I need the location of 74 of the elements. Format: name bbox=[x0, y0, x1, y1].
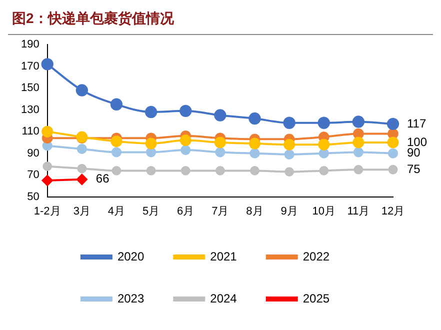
point bbox=[387, 136, 399, 148]
y-tick-label: 130 bbox=[20, 104, 40, 116]
point bbox=[214, 136, 226, 148]
y-tick-label: 50 bbox=[27, 190, 40, 203]
data-label: 117 bbox=[407, 116, 426, 130]
point bbox=[283, 116, 296, 129]
point bbox=[111, 147, 122, 158]
x-tick-label: 4月 bbox=[108, 205, 126, 218]
point bbox=[145, 138, 157, 150]
x-tick-label: 8月 bbox=[246, 205, 264, 218]
point bbox=[180, 134, 192, 146]
point bbox=[214, 109, 226, 122]
y-tick-label: 90 bbox=[27, 147, 40, 160]
point bbox=[248, 138, 260, 150]
point bbox=[110, 136, 122, 148]
point bbox=[353, 147, 364, 158]
point bbox=[110, 98, 123, 110]
point bbox=[250, 148, 260, 158]
x-tick-label: 10月 bbox=[312, 205, 336, 218]
point bbox=[386, 118, 400, 130]
legend-label: 2020 bbox=[117, 249, 144, 264]
point bbox=[77, 164, 87, 174]
point bbox=[76, 84, 88, 96]
point bbox=[146, 147, 156, 158]
x-tick-label: 12月 bbox=[381, 205, 405, 218]
legend-label: 2022 bbox=[302, 249, 330, 264]
x-tick-label: 7月 bbox=[212, 205, 229, 218]
x-tick-label: 6月 bbox=[177, 205, 194, 218]
point bbox=[318, 148, 329, 158]
chart-title: 图2：快递单包裹货值情况 bbox=[8, 8, 433, 35]
point bbox=[76, 144, 87, 154]
y-tick-label: 150 bbox=[20, 82, 40, 94]
point bbox=[250, 166, 260, 176]
point bbox=[180, 166, 190, 176]
legend-label: 2025 bbox=[302, 291, 330, 306]
point bbox=[42, 162, 52, 172]
point bbox=[180, 145, 191, 156]
point bbox=[318, 116, 330, 129]
point bbox=[144, 106, 158, 118]
point bbox=[388, 148, 398, 158]
x-tick-label: 5月 bbox=[142, 205, 160, 218]
point bbox=[76, 174, 88, 185]
point bbox=[284, 138, 296, 150]
data-label: 66 bbox=[96, 172, 110, 186]
point bbox=[284, 149, 294, 160]
point bbox=[248, 112, 261, 125]
y-tick-label: 70 bbox=[27, 169, 40, 182]
y-tick-label: 190 bbox=[20, 38, 40, 51]
point bbox=[146, 166, 156, 176]
point bbox=[41, 58, 54, 70]
point bbox=[42, 126, 54, 138]
point bbox=[284, 167, 294, 176]
y-tick-label: 110 bbox=[22, 126, 40, 138]
point bbox=[318, 138, 330, 150]
legend-label: 2023 bbox=[117, 291, 144, 306]
point bbox=[215, 147, 226, 158]
point bbox=[180, 104, 192, 118]
point bbox=[215, 166, 225, 176]
x-tick-label: 3月 bbox=[73, 205, 90, 218]
point bbox=[354, 164, 364, 174]
legend-label: 2024 bbox=[210, 291, 238, 306]
x-tick-label: 11月 bbox=[347, 205, 370, 218]
point bbox=[352, 136, 364, 148]
point bbox=[42, 174, 53, 186]
x-tick-label: 1-2月 bbox=[34, 205, 61, 218]
legend-label: 2021 bbox=[210, 249, 238, 264]
point bbox=[352, 116, 365, 128]
point bbox=[388, 164, 398, 174]
point bbox=[319, 166, 329, 176]
y-tick-label: 170 bbox=[20, 60, 40, 72]
x-tick-label: 9月 bbox=[280, 205, 298, 218]
point bbox=[353, 128, 364, 140]
point bbox=[112, 166, 122, 176]
data-label: 75 bbox=[407, 162, 421, 176]
